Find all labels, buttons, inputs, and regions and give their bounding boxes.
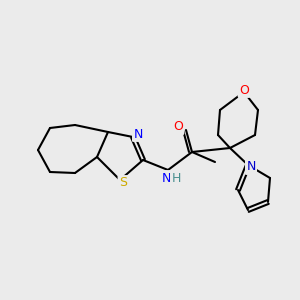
Text: S: S	[119, 176, 127, 190]
Text: N: N	[161, 172, 171, 184]
Text: H: H	[171, 172, 181, 184]
Text: O: O	[173, 121, 183, 134]
Text: H: H	[171, 172, 181, 184]
Text: N: N	[246, 160, 256, 173]
Text: O: O	[173, 121, 183, 134]
Text: O: O	[239, 83, 249, 97]
Text: S: S	[119, 176, 127, 190]
Text: N: N	[133, 128, 143, 140]
Text: N: N	[246, 160, 256, 173]
Text: N: N	[161, 172, 171, 184]
Text: N: N	[133, 128, 143, 140]
Text: O: O	[239, 83, 249, 97]
